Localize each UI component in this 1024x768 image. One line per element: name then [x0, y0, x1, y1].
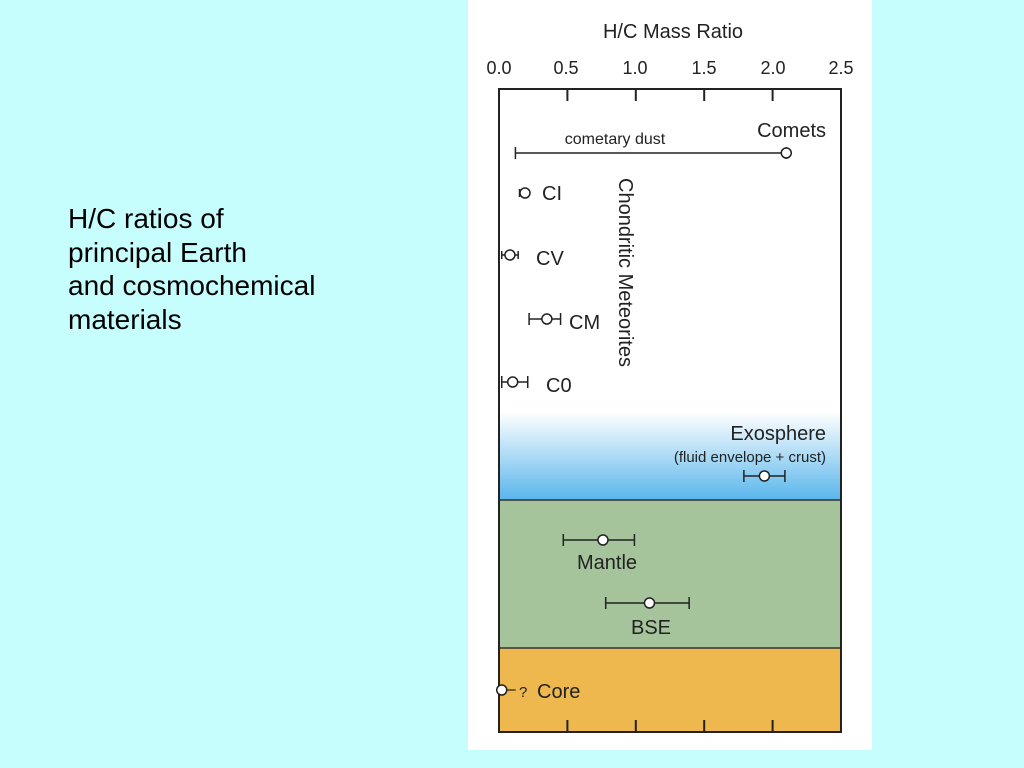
data-point: [541, 313, 553, 325]
core-question-mark: ?: [519, 684, 527, 701]
exosphere-label: Exosphere: [730, 423, 826, 445]
chart-title: H/C Mass Ratio: [603, 21, 743, 43]
tick-label: 0.0: [486, 58, 511, 78]
tick-label: 0.5: [553, 58, 578, 78]
ci-label: CI: [542, 183, 562, 205]
data-point: [519, 187, 531, 199]
mantle-label: Mantle: [577, 552, 637, 574]
tick-label: 2.0: [760, 58, 785, 78]
caption-line: and cosmochemical: [68, 270, 316, 302]
data-point: [506, 376, 519, 388]
tick-label: 1.0: [622, 58, 647, 78]
cometary-dust-label: cometary dust: [565, 131, 666, 148]
cm-label: CM: [569, 312, 600, 334]
data-point: [504, 249, 516, 261]
x-axis-ticks: [566, 89, 774, 732]
caption-line: principal Earth: [68, 236, 247, 268]
plot-frame: [498, 88, 842, 733]
data-marks: [495, 147, 793, 696]
data-point: [643, 597, 656, 609]
exosphere-sublabel: (fluid envelope + crust): [674, 449, 826, 466]
hc-ratio-chart: H/C Mass Ratio 0.0 0.5 1.0 1.5 2.0 2.5 c…: [486, 21, 854, 733]
data-point: [495, 684, 508, 696]
chondritic-meteorites-label: Chondritic Meteorites: [614, 178, 636, 367]
tick-label: 2.5: [828, 58, 853, 78]
caption-line: H/C ratios of: [68, 203, 224, 234]
bse-label: BSE: [631, 617, 671, 639]
core-region: [499, 648, 841, 732]
tick-label: 1.5: [691, 58, 716, 78]
caption-line: materials: [68, 303, 182, 335]
data-point: [597, 534, 609, 546]
data-point: [758, 470, 771, 482]
mantle-region: [499, 500, 841, 648]
cv-label: CV: [536, 248, 564, 270]
chart-panel: H/C Mass Ratio 0.0 0.5 1.0 1.5 2.0 2.5 c…: [468, 0, 872, 750]
exosphere-region: [499, 412, 841, 500]
slide-caption: H/C ratios of principal Earth and cosmoc…: [68, 202, 408, 336]
c0-label: C0: [546, 375, 572, 397]
comets-label: Comets: [757, 120, 826, 142]
core-label: Core: [537, 681, 580, 703]
data-point: [780, 147, 793, 159]
